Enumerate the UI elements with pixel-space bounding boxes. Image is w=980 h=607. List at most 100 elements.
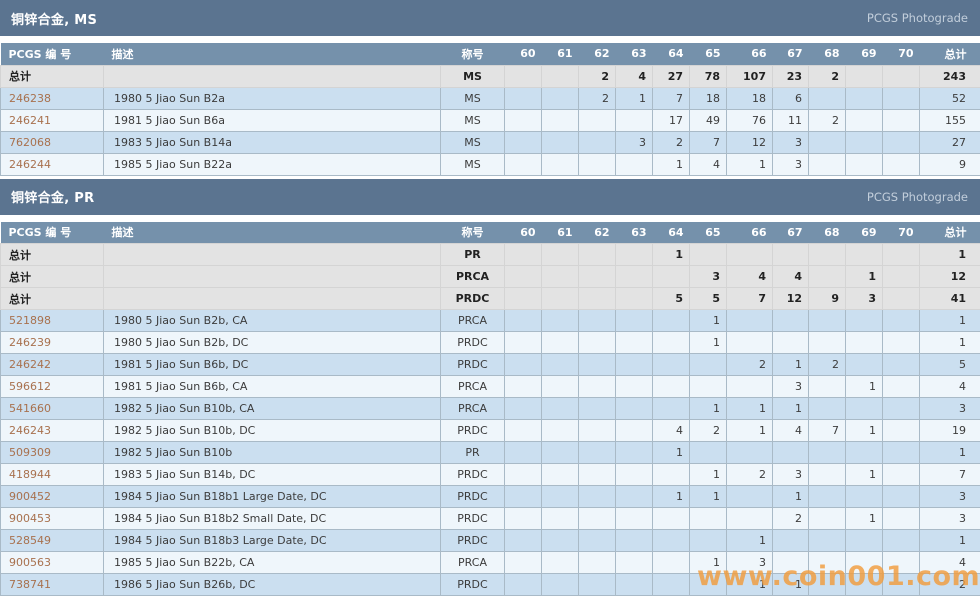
grade-62-count-cell (578, 375, 616, 398)
grade-67-count-cell: 3 (772, 130, 809, 154)
grade-61-count-cell (541, 265, 579, 288)
pcgs-number-link[interactable]: 900453 (9, 512, 51, 525)
grade-66-count-cell: 4 (726, 265, 773, 288)
row-total-cell: 7 (919, 463, 980, 486)
grade-61-count-cell (541, 441, 579, 464)
pcgs-number-link[interactable]: 246239 (9, 336, 51, 349)
header-row: PCGS 编 号描述 称号 60 61 62 63 64 65 66 67 68 69 70 总计 (0, 221, 980, 244)
pcgs-number-link[interactable]: 528549 (9, 534, 51, 547)
column-header-total: 总计 (919, 221, 980, 244)
grade-61-count-cell (541, 130, 579, 154)
table-row: 596612 1981 5 Jiao Sun B6b, CA PRCA 3 1 4 (0, 375, 980, 398)
pcgs-number-link[interactable]: 246243 (9, 424, 51, 437)
pcgs-number-link[interactable]: 900452 (9, 490, 51, 503)
grade-60-count-cell (504, 507, 542, 530)
population-table-pr: PCGS 编 号描述 称号 60 61 62 63 64 65 66 67 68 69 70 总计 总计 P… (0, 221, 980, 596)
grade-70-count-cell (882, 397, 920, 420)
grade-68-count-cell (808, 441, 846, 464)
grade-61-count-cell (541, 551, 579, 574)
grade-70-count-cell (882, 64, 920, 88)
grade-61-count-cell (541, 152, 579, 176)
grade-69-count-cell (845, 331, 883, 354)
grade-68-count-cell (808, 152, 846, 176)
grade-67-count-cell: 4 (772, 265, 809, 288)
column-header-total: 总计 (919, 43, 980, 65)
total-label-cell: 总计 (0, 265, 104, 288)
grade-64-count-cell: 1 (652, 441, 690, 464)
pcgs-number-link[interactable]: 596612 (9, 380, 51, 393)
grade-70-count-cell (882, 507, 920, 530)
pcgs-number-cell: 762068 (0, 130, 104, 154)
grade-60-count-cell (504, 485, 542, 508)
column-header-grade-70: 70 (882, 221, 920, 244)
grade-66-count-cell: 7 (726, 287, 773, 310)
grade-60-count-cell (504, 86, 542, 110)
grade-64-count-cell (652, 463, 690, 486)
table-row: 246239 1980 5 Jiao Sun B2b, DC PRDC 1 1 (0, 331, 980, 354)
description-cell (103, 64, 441, 88)
pcgs-number-link[interactable]: 541660 (9, 402, 51, 415)
designation-cell: PRDC (440, 287, 505, 310)
row-total-cell: 9 (919, 152, 980, 176)
pcgs-number-link[interactable]: 246244 (9, 157, 51, 171)
grade-61-count-cell (541, 243, 579, 266)
pcgs-number-link[interactable]: 762068 (9, 135, 51, 149)
pcgs-number-cell: 738741 (0, 573, 104, 596)
grade-60-count-cell (504, 375, 542, 398)
pcgs-number-cell: 900563 (0, 551, 104, 574)
grade-70-count-cell (882, 309, 920, 332)
grade-67-count-cell: 4 (772, 419, 809, 442)
grade-61-count-cell (541, 375, 579, 398)
grade-69-count-cell (845, 551, 883, 574)
description-cell: 1983 5 Jiao Sun B14b, DC (103, 463, 441, 486)
column-header-grade-61: 61 (541, 43, 579, 65)
grade-69-count-cell (845, 397, 883, 420)
pcgs-number-cell: 246242 (0, 353, 104, 376)
grade-69-count-cell: 1 (845, 419, 883, 442)
grade-67-count-cell: 3 (772, 152, 809, 176)
pcgs-number-cell: 900453 (0, 507, 104, 530)
column-header-grade-68: 68 (808, 221, 846, 244)
grade-68-count-cell (808, 243, 846, 266)
grade-69-count-cell (845, 152, 883, 176)
grade-62-count-cell (578, 152, 616, 176)
grade-64-count-cell (652, 397, 690, 420)
pcgs-number-link[interactable]: 900563 (9, 556, 51, 569)
column-header-grade-62: 62 (578, 43, 616, 65)
description-cell: 1980 5 Jiao Sun B2b, DC (103, 331, 441, 354)
row-total-cell: 3 (919, 507, 980, 530)
section-pr-header: 铜锌合金, PR PCGS Photograde (0, 178, 980, 215)
grade-70-count-cell (882, 287, 920, 310)
grade-63-count-cell (615, 265, 653, 288)
grade-65-count-cell: 4 (689, 152, 727, 176)
pcgs-number-cell: 541660 (0, 397, 104, 420)
pcgs-number-link[interactable]: 246241 (9, 113, 51, 127)
section-ms: 铜锌合金, MS PCGS Photograde PCGS 编 号描述 称号 60 6… (0, 0, 980, 176)
grade-65-count-cell (689, 441, 727, 464)
grade-66-count-cell: 1 (726, 529, 773, 552)
designation-cell: MS (440, 152, 505, 176)
grade-70-count-cell (882, 463, 920, 486)
grade-66-count-cell: 1 (726, 152, 773, 176)
grade-60-count-cell (504, 243, 542, 266)
grade-64-count-cell (652, 331, 690, 354)
grade-62-count-cell (578, 243, 616, 266)
grade-61-count-cell (541, 287, 579, 310)
column-header-desc: 描述 (103, 221, 441, 244)
grade-63-count-cell (615, 529, 653, 552)
column-header-grade-65: 65 (689, 43, 727, 65)
grade-66-count-cell: 107 (726, 64, 773, 88)
grade-65-count-cell (689, 507, 727, 530)
pcgs-number-link[interactable]: 246242 (9, 358, 51, 371)
grade-62-count-cell (578, 551, 616, 574)
pcgs-number-link[interactable]: 246238 (9, 91, 51, 105)
pcgs-number-link[interactable]: 418944 (9, 468, 51, 481)
grade-69-count-cell: 1 (845, 375, 883, 398)
grade-61-count-cell (541, 573, 579, 596)
pcgs-number-link[interactable]: 509309 (9, 446, 51, 459)
pcgs-number-link[interactable]: 738741 (9, 578, 51, 591)
pcgs-number-link[interactable]: 521898 (9, 314, 51, 327)
description-cell: 1982 5 Jiao Sun B10b, DC (103, 419, 441, 442)
grade-63-count-cell (615, 152, 653, 176)
total-label-cell: 总计 (0, 64, 104, 88)
